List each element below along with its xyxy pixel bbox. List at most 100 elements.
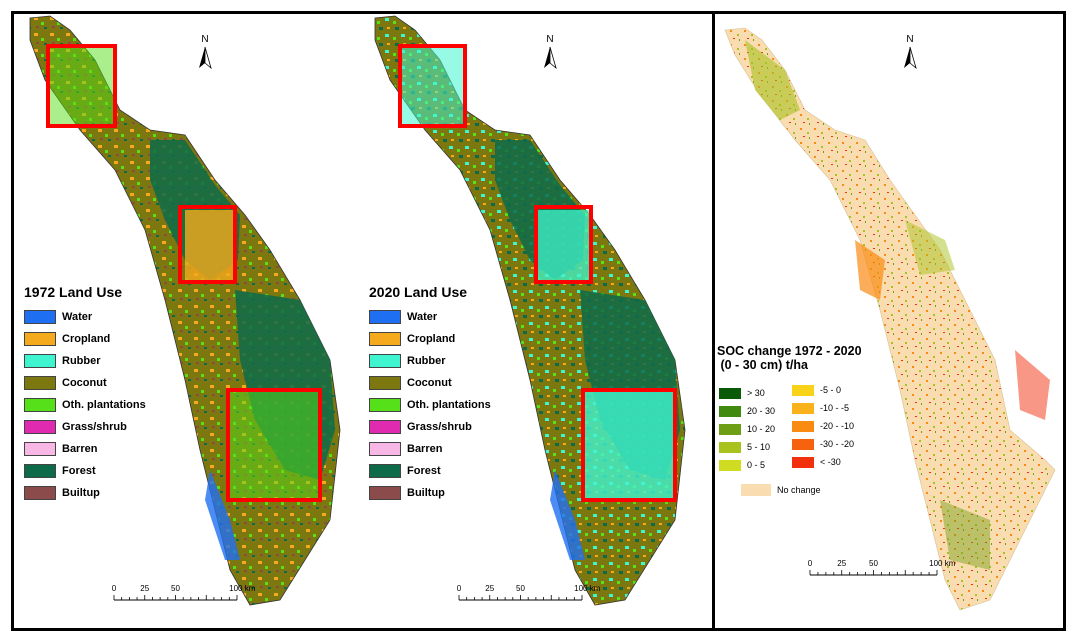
legend-label: Oth. plantations: [407, 399, 491, 411]
soc-legend-swatch: [792, 402, 814, 414]
soc-legend-no-change: No change: [741, 484, 821, 496]
legend-swatch: [24, 420, 56, 434]
soc-legend-label: -20 - -10: [820, 421, 855, 431]
soc-legend-swatch: [792, 438, 814, 450]
soc-legend-item: 20 - 30: [719, 405, 775, 417]
legend-swatch: [369, 376, 401, 390]
legend-label: Builtup: [407, 487, 445, 499]
legend-label: Rubber: [62, 355, 101, 367]
soc-legend-swatch: [792, 456, 814, 468]
legend-title-2020: 2020 Land Use: [369, 284, 468, 300]
north-arrow-2020: N: [540, 34, 560, 74]
highlight-box-central-1972: [178, 205, 237, 284]
legend-2020-item: Builtup: [369, 484, 445, 502]
legend-1972-item: Builtup: [24, 484, 100, 502]
soc-legend-label: 0 - 5: [747, 460, 766, 470]
scale-tick-label: 25: [485, 584, 495, 593]
soc-legend-swatch: [719, 405, 741, 417]
soc-legend-label: -10 - -5: [820, 403, 850, 413]
soc-legend-swatch: [792, 384, 814, 396]
kerala-map-1972: [29, 15, 341, 606]
soc-change-map: [724, 27, 1056, 611]
legend-swatch: [24, 354, 56, 368]
legend-label: Cropland: [62, 333, 111, 345]
no-change-swatch: [741, 484, 771, 496]
legend-label: Water: [62, 311, 93, 323]
scale-tick-label: 0: [111, 584, 117, 593]
soc-legend-label: 20 - 30: [747, 406, 776, 416]
soc-legend-item: 10 - 20: [719, 423, 775, 435]
legend-2020-item: Barren: [369, 440, 442, 458]
scale-tick-label: 50: [516, 584, 525, 593]
soc-legend-label: -5 - 0: [820, 385, 842, 395]
legend-swatch: [369, 464, 401, 478]
soc-legend-label: 5 - 10: [747, 442, 771, 452]
soc-legend-item: -20 - -10: [792, 420, 854, 432]
scale-tick-label: 25: [837, 559, 847, 568]
legend-label: Coconut: [407, 377, 452, 389]
scale-tick-label: 100 km: [574, 584, 601, 593]
scale-bar-line: [809, 570, 938, 576]
legend-swatch: [24, 464, 56, 478]
legend-label: Rubber: [407, 355, 446, 367]
soc-legend-swatch: [719, 387, 741, 399]
highlight-box-north-1972: [46, 44, 117, 128]
legend-swatch: [369, 442, 401, 456]
scale-bar-1972: 0 25 50 100 km: [111, 584, 255, 608]
legend-title-1972: 1972 Land Use: [24, 284, 123, 300]
legend-label: Builtup: [62, 487, 100, 499]
legend-swatch: [369, 398, 401, 412]
legend-label: Oth. plantations: [62, 399, 146, 411]
scale-tick-label: 100 km: [229, 584, 256, 593]
legend-2020-item: Rubber: [369, 352, 446, 370]
legend-label: Grass/shrub: [407, 421, 472, 433]
legend-label: Coconut: [62, 377, 107, 389]
soc-legend-label: -30 - -20: [820, 439, 855, 449]
legend-swatch: [369, 310, 401, 324]
north-arrow-icon: [199, 46, 212, 70]
soc-legend-label: > 30: [747, 388, 765, 398]
soc-legend-title-line1: SOC change 1972 - 2020: [717, 344, 862, 358]
scale-bar-soc: 0 25 50 100 km: [807, 559, 955, 583]
north-arrow-soc: N: [900, 34, 920, 74]
legend-swatch: [24, 398, 56, 412]
legend-label: Grass/shrub: [62, 421, 127, 433]
legend-label: Barren: [62, 443, 98, 455]
soc-legend-title-line2: (0 - 30 cm) t/ha: [717, 358, 808, 372]
legend-swatch: [369, 486, 401, 500]
north-arrow-icon: [544, 46, 557, 70]
legend-label: Forest: [407, 465, 441, 477]
soc-legend-label: < -30: [820, 457, 841, 467]
no-change-label: No change: [777, 485, 821, 495]
legend-label: Cropland: [407, 333, 456, 345]
scale-tick-label: 0: [807, 559, 813, 568]
soc-legend-item: -10 - -5: [792, 402, 849, 414]
soc-legend-item: 5 - 10: [719, 441, 770, 453]
soc-legend-item: 0 - 5: [719, 459, 765, 471]
legend-2020-item: Grass/shrub: [369, 418, 472, 436]
legend-1972-item: Barren: [24, 440, 97, 458]
north-arrow-1972: N: [195, 34, 215, 74]
highlight-box-south-1972: [226, 388, 322, 502]
legend-1972-item: Coconut: [24, 374, 107, 392]
highlight-box-central-2020: [534, 205, 593, 284]
legend-2020-item: Water: [369, 308, 437, 326]
scale-tick-label: 50: [171, 584, 180, 593]
legend-2020-item: Coconut: [369, 374, 452, 392]
soc-legend-item: < -30: [792, 456, 841, 468]
legend-swatch: [24, 442, 56, 456]
legend-swatch: [369, 354, 401, 368]
soc-legend-swatch: [792, 420, 814, 432]
soc-legend-title: SOC change 1972 - 2020 (0 - 30 cm) t/ha: [717, 344, 862, 372]
legend-swatch: [24, 332, 56, 346]
legend-swatch: [24, 310, 56, 324]
legend-1972-item: Oth. plantations: [24, 396, 146, 414]
soc-legend-label: 10 - 20: [747, 424, 776, 434]
scale-bar-line: [113, 595, 238, 601]
scale-bar-2020: 0 25 50 100 km: [457, 584, 600, 608]
scale-bar-line: [458, 595, 583, 601]
north-arrow-icon: [904, 46, 917, 70]
highlight-box-south-2020: [581, 388, 677, 502]
soc-legend-swatch: [719, 441, 741, 453]
